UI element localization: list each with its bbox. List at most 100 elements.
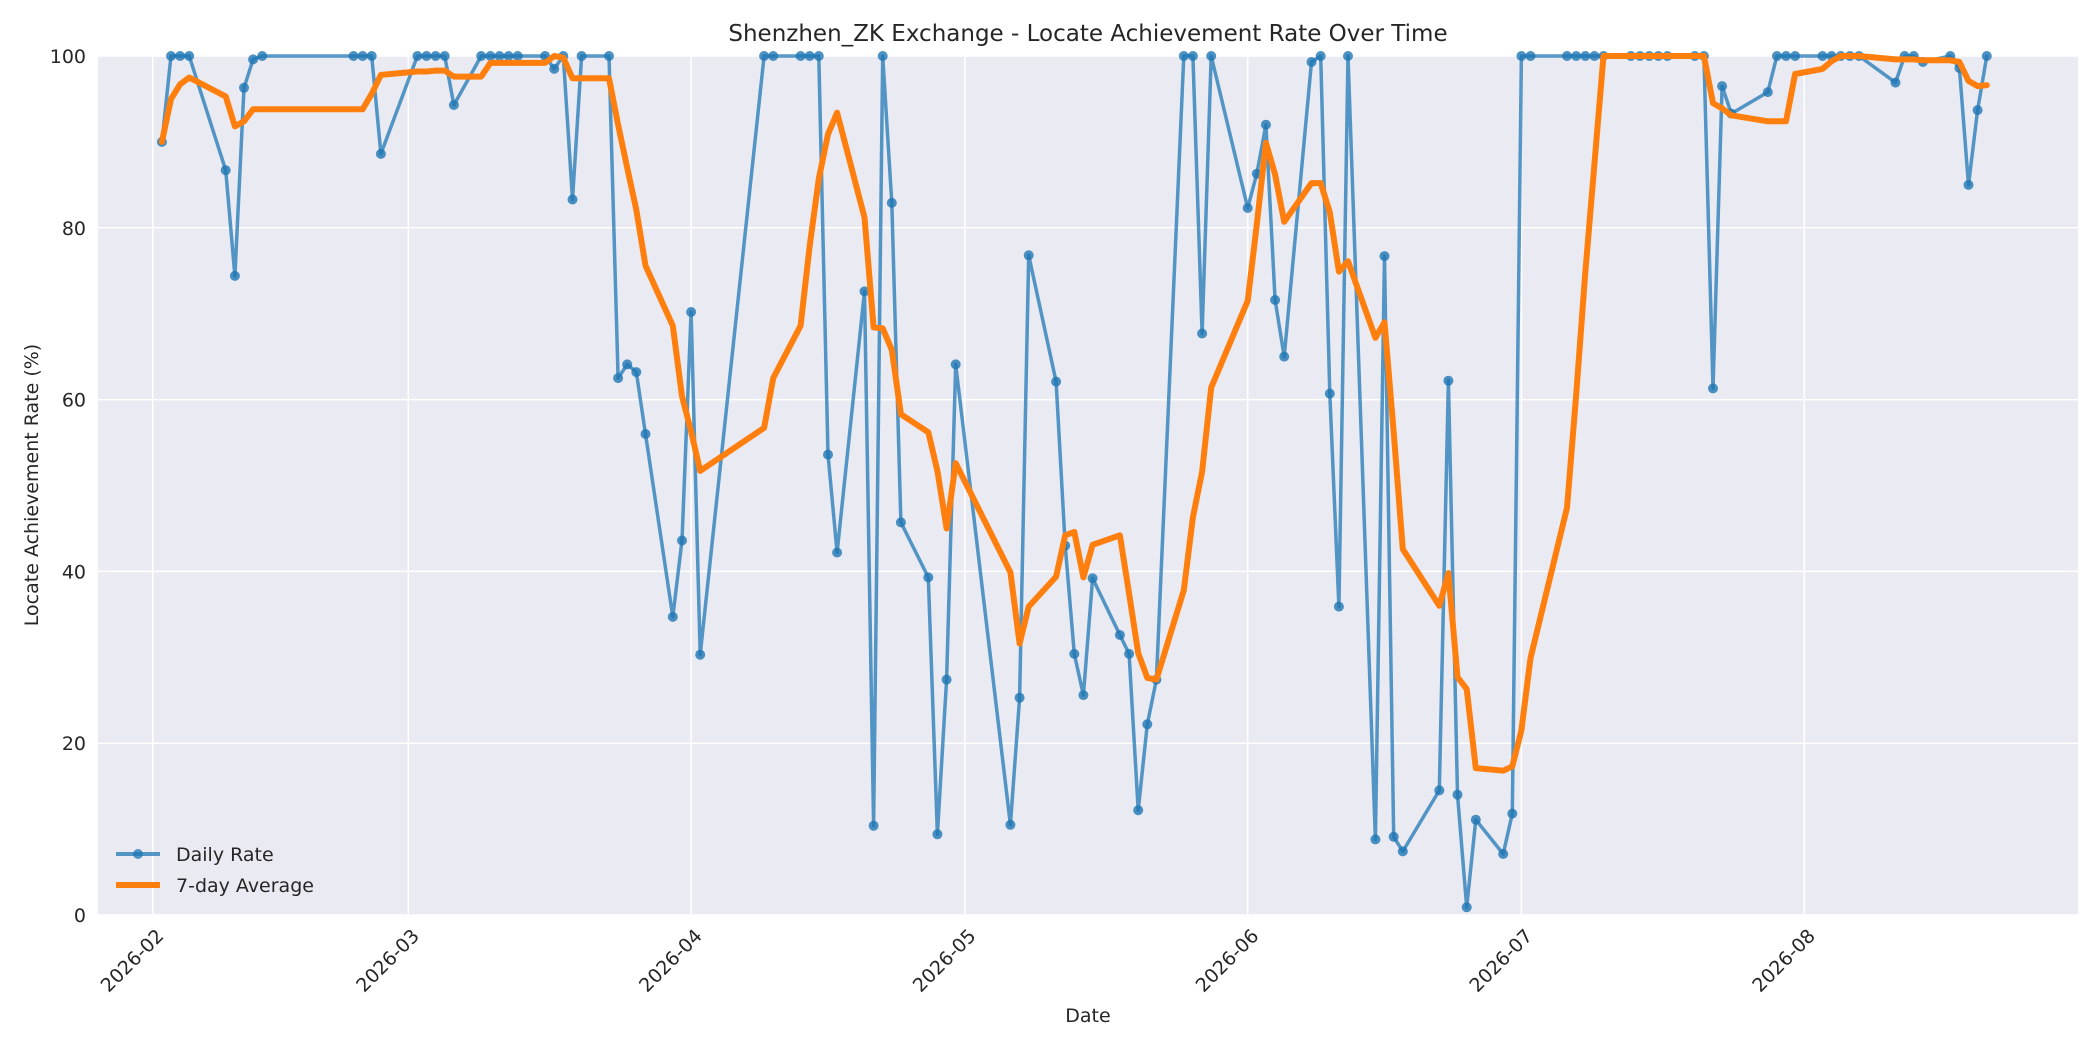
y-tick-label: 0 — [74, 905, 86, 927]
daily-rate-point — [248, 54, 259, 65]
daily-rate-point — [604, 51, 614, 61]
daily-rate-point — [1781, 51, 1791, 61]
daily-rate-point — [1452, 789, 1463, 800]
daily-rate-point — [448, 100, 459, 110]
series-line-1 — [158, 53, 1990, 774]
y-tick-label: 100 — [50, 46, 86, 68]
daily-rate-point — [686, 307, 697, 317]
daily-rate-point — [759, 51, 770, 61]
daily-rate-point — [494, 51, 505, 61]
daily-rate-point — [859, 286, 870, 297]
daily-rate-point — [1571, 51, 1582, 61]
daily-rate-point — [1206, 51, 1217, 61]
daily-rate-point — [1972, 105, 1983, 116]
daily-rate-point — [695, 649, 706, 660]
daily-rate-point — [366, 51, 377, 61]
daily-rate-point — [1771, 51, 1782, 61]
daily-rate-point — [1470, 814, 1481, 825]
daily-rate-point — [768, 51, 779, 61]
daily-rate-point — [1270, 295, 1281, 305]
legend-daily-rate-marker — [133, 849, 143, 859]
daily-rate-point — [421, 51, 432, 61]
daily-rate-point — [1114, 630, 1125, 640]
daily-rate-point — [1324, 388, 1335, 399]
series-layer — [156, 51, 1992, 913]
daily-rate-point — [1589, 51, 1600, 61]
daily-rate-point — [622, 359, 633, 370]
daily-rate-point — [1078, 690, 1089, 701]
daily-rate-point — [677, 535, 687, 546]
daily-rate-point — [375, 148, 386, 159]
daily-rate-point — [1890, 77, 1901, 88]
daily-rate-point — [813, 51, 824, 61]
x-axis-label: Date — [1065, 1005, 1110, 1027]
daily-rate-point — [1443, 375, 1454, 386]
daily-rate-point — [239, 82, 249, 93]
daily-rate-point — [886, 197, 897, 208]
daily-rate-point — [613, 373, 624, 384]
daily-rate-point — [1306, 57, 1317, 67]
daily-rate-point — [257, 51, 268, 61]
y-tick-label: 40 — [62, 561, 86, 583]
plot-area — [98, 56, 2078, 915]
daily-rate-point — [640, 429, 651, 439]
legend-7day-average-label: 7-day Average — [176, 875, 314, 897]
daily-rate-point — [512, 51, 523, 61]
daily-rate-point — [175, 51, 186, 61]
daily-rate-point — [1197, 328, 1208, 339]
y-tick-label: 20 — [62, 733, 86, 755]
daily-rate-point — [941, 674, 952, 685]
daily-rate-point — [631, 367, 642, 378]
daily-rate-point — [1133, 805, 1144, 816]
daily-rate-point — [1051, 376, 1062, 387]
daily-rate-point — [1434, 785, 1445, 796]
daily-rate-point — [476, 51, 487, 61]
daily-rate-point — [1069, 648, 1080, 659]
daily-rate-point — [1388, 831, 1399, 842]
daily-rate-point — [567, 194, 578, 205]
daily-rate-point — [1279, 351, 1290, 362]
daily-rate-point — [877, 51, 888, 61]
daily-rate-point — [1242, 203, 1253, 213]
daily-rate-point — [549, 63, 560, 74]
daily-rate-point — [1370, 834, 1381, 845]
daily-rate-point — [1178, 51, 1189, 61]
daily-rate-point — [795, 51, 806, 61]
y-tick-label: 80 — [62, 218, 86, 240]
chart-title: Shenzhen_ZK Exchange - Locate Achievemen… — [728, 21, 1447, 47]
daily-rate-point — [485, 51, 496, 61]
legend: Daily Rate 7-day Average — [116, 844, 314, 897]
daily-rate-point — [923, 572, 934, 583]
daily-rate-point — [1708, 383, 1718, 394]
daily-rate-point — [1516, 51, 1527, 61]
daily-rate-point — [1525, 51, 1536, 61]
daily-rate-point — [868, 820, 879, 831]
daily-rate-point — [804, 51, 815, 61]
daily-rate-point — [1762, 87, 1773, 98]
daily-rate-point — [1315, 51, 1326, 61]
daily-rate-point — [950, 359, 961, 370]
daily-rate-point — [667, 611, 678, 622]
daily-rate-point — [1260, 119, 1271, 130]
daily-rate-point — [832, 547, 843, 558]
daily-rate-point — [348, 51, 359, 61]
daily-rate-point — [412, 51, 423, 61]
daily-rate-point — [1333, 601, 1344, 612]
daily-rate-point — [1498, 849, 1509, 859]
daily-rate-point — [895, 517, 906, 528]
daily-rate-point — [1397, 846, 1408, 857]
daily-rate-point — [1014, 692, 1025, 703]
daily-rate-point — [184, 51, 195, 61]
daily-rate-point — [1817, 51, 1828, 61]
legend-daily-rate-label: Daily Rate — [176, 844, 274, 866]
daily-rate-point — [932, 829, 943, 840]
daily-rate-point — [1005, 819, 1016, 830]
daily-rate-point — [1343, 51, 1353, 61]
y-axis-ticks: 0 20 40 60 80 100 — [50, 46, 86, 927]
daily-rate-point — [823, 449, 833, 460]
y-tick-label: 60 — [62, 390, 86, 412]
daily-rate-point — [1187, 51, 1198, 61]
daily-rate-point — [1981, 51, 1992, 61]
daily-rate-point — [1507, 808, 1518, 819]
